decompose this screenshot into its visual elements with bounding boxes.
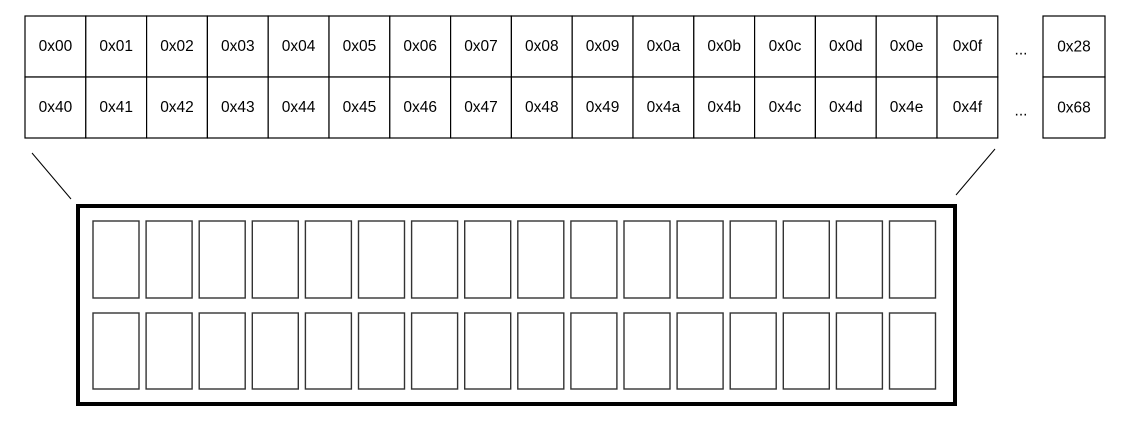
lcd-character-cell: [357, 220, 406, 299]
address-cell: [146, 76, 209, 139]
address-cell: [206, 76, 269, 139]
lcd-character-cell: [357, 312, 406, 390]
address-label: 0x42: [160, 99, 194, 116]
address-label: 0x47: [464, 99, 498, 116]
lcd-character-cell: [835, 312, 884, 390]
lcd-character-cell: [729, 312, 777, 390]
address-label: 0x04: [282, 38, 316, 55]
address-cell: [267, 76, 330, 139]
address-label: 0x0c: [769, 38, 802, 55]
lcd-character-cell: [782, 220, 830, 299]
lcd-character-cell: [623, 312, 671, 390]
address-cell: [1042, 76, 1106, 139]
lcd-character-cell: [517, 220, 565, 299]
address-label: 0x00: [39, 38, 73, 55]
lcd-character-cell: [92, 220, 140, 299]
lcd-character-cell: [410, 312, 459, 390]
address-label: 0x01: [99, 38, 133, 55]
ellipsis: ...: [1015, 103, 1028, 120]
address-label: 0x49: [586, 99, 620, 116]
address-label: 0x68: [1057, 100, 1091, 117]
address-label: 0x28: [1057, 39, 1091, 56]
address-cell: [510, 76, 573, 139]
lcd-character-cell: [464, 220, 512, 299]
lcd-character-cell: [570, 220, 618, 299]
address-label: 0x0e: [890, 38, 924, 55]
address-cell: [146, 15, 209, 78]
address-label: 0x45: [343, 99, 377, 116]
address-cell: [693, 15, 756, 78]
address-cell: [814, 15, 877, 78]
address-label: 0x4e: [890, 99, 924, 116]
address-cell: [632, 76, 695, 139]
address-label: 0x48: [525, 99, 559, 116]
address-label: 0x4d: [829, 99, 863, 116]
address-label: 0x41: [99, 99, 133, 116]
lcd-character-cell: [251, 312, 300, 390]
address-label: 0x44: [282, 99, 316, 116]
zoom-line-left: [31, 152, 72, 200]
zoom-line-right: [955, 148, 996, 196]
lcd-character-cell: [410, 220, 459, 299]
address-label: 0x4c: [769, 99, 802, 116]
lcd-character-cell: [570, 312, 618, 390]
address-cell: [571, 15, 634, 78]
lcd-character-cell: [888, 312, 937, 390]
address-cell: [875, 76, 938, 139]
lcd-character-cell: [251, 220, 300, 299]
address-cell: [936, 76, 999, 139]
address-label: 0x0a: [647, 38, 681, 55]
address-cell: [936, 15, 999, 78]
address-label: 0x43: [221, 99, 255, 116]
lcd-character-cell: [198, 220, 246, 299]
address-label: 0x05: [343, 38, 377, 55]
address-cell: [1042, 15, 1106, 78]
lcd-character-cell: [304, 312, 353, 390]
address-cell: [85, 15, 148, 78]
address-cell: [328, 76, 391, 139]
address-cell: [693, 76, 756, 139]
lcd-character-cell: [623, 220, 671, 299]
ddram-tail-column: 0x28 0x68 ... ...: [1015, 15, 1106, 139]
ellipsis: ...: [1015, 42, 1028, 59]
address-cell: [389, 76, 452, 139]
address-label: 0x08: [525, 38, 559, 55]
address-label: 0x03: [221, 38, 255, 55]
ddram-address-table: 0x00 0x01 0x02 0x03 0x04 0x05 0x06 0x07 0x08 0x09…: [24, 15, 999, 139]
address-cell: [24, 76, 87, 139]
address-label: 0x4f: [953, 99, 983, 116]
address-cell: [753, 76, 816, 139]
lcd-character-cell: [888, 220, 937, 299]
address-label: 0x07: [464, 38, 498, 55]
lcd-character-cell: [517, 312, 565, 390]
lcd-character-cell: [729, 220, 777, 299]
lcd-character-cell: [145, 220, 193, 299]
address-label: 0x0d: [829, 38, 863, 55]
address-label: 0x4b: [707, 99, 741, 116]
address-label: 0x46: [403, 99, 437, 116]
address-label: 0x4a: [647, 99, 681, 116]
lcd-character-cell: [464, 312, 512, 390]
lcd-character-cell: [835, 220, 884, 299]
lcd-character-cell: [676, 312, 724, 390]
lcd-character-cell: [676, 220, 724, 299]
address-label: 0x06: [403, 38, 437, 55]
address-label: 0x40: [39, 99, 73, 116]
lcd-character-cell: [92, 312, 140, 390]
lcd-character-cell: [198, 312, 246, 390]
address-cell: [85, 76, 148, 139]
lcd-character-cell: [782, 312, 830, 390]
address-cell: [24, 15, 87, 78]
address-label: 0x0f: [953, 38, 983, 55]
address-cell: [450, 15, 513, 78]
address-label: 0x09: [586, 38, 620, 55]
address-cell: [328, 15, 391, 78]
address-label: 0x0b: [707, 38, 741, 55]
address-label: 0x02: [160, 38, 194, 55]
lcd-character-cell: [304, 220, 353, 299]
lcd-character-cell: [145, 312, 193, 390]
lcd-character-grid: [92, 220, 937, 390]
